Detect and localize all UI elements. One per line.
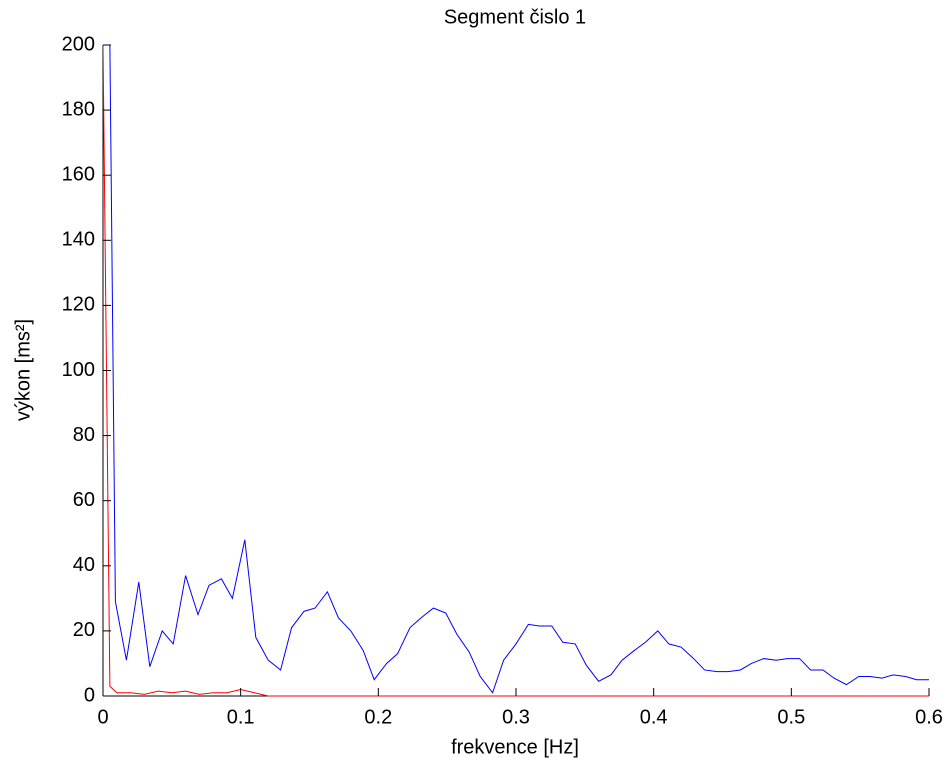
- x-tick-label: 0.2: [364, 706, 392, 728]
- y-tick-label: 180: [62, 98, 95, 120]
- y-tick-label: 100: [62, 359, 95, 381]
- x-tick-label: 0.5: [777, 706, 805, 728]
- y-tick-label: 120: [62, 294, 95, 316]
- series-line: [103, 44, 929, 697]
- y-tick-label: 80: [73, 424, 95, 446]
- y-tick-label: 40: [73, 554, 95, 576]
- y-tick-label: 160: [62, 163, 95, 185]
- x-tick-label: 0: [97, 706, 108, 728]
- y-axis-label: výkon [ms²]: [12, 319, 34, 421]
- plot-area: [103, 44, 929, 697]
- y-tick-label: 0: [84, 684, 95, 706]
- x-tick-label: 0.6: [915, 706, 943, 728]
- series-line: [109, 44, 929, 694]
- y-tick-label: 140: [62, 229, 95, 251]
- x-tick-label: 0.1: [227, 706, 255, 728]
- y-tick-label: 200: [62, 33, 95, 55]
- x-tick-label: 0.4: [640, 706, 668, 728]
- y-tick-label: 20: [73, 619, 95, 641]
- x-axis-label: frekvence [Hz]: [451, 736, 579, 758]
- x-tick-label: 0.3: [502, 706, 530, 728]
- chart-title: Segment čislo 1: [444, 6, 586, 28]
- y-tick-label: 60: [73, 489, 95, 511]
